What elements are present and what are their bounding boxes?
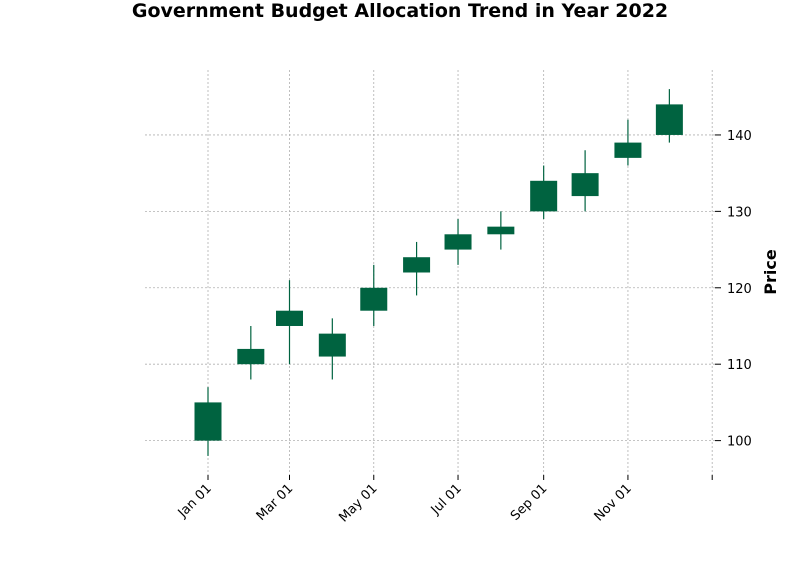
candle-body bbox=[530, 180, 558, 212]
candle bbox=[444, 219, 472, 265]
y-tick-label: 140 bbox=[727, 129, 752, 144]
candle bbox=[614, 119, 642, 166]
candle bbox=[237, 325, 265, 380]
y-tick-label: 120 bbox=[727, 282, 752, 297]
candle-body bbox=[655, 104, 683, 135]
candle bbox=[655, 89, 683, 143]
x-tick-label: May 01 bbox=[336, 481, 380, 525]
candle-body bbox=[403, 257, 431, 273]
candle-body bbox=[276, 310, 303, 326]
candle bbox=[571, 150, 599, 212]
candle bbox=[360, 264, 388, 326]
candle bbox=[403, 241, 431, 296]
candle bbox=[318, 318, 346, 380]
x-tick-label: Sep 01 bbox=[508, 481, 551, 524]
candle-body bbox=[487, 226, 515, 235]
candle-body bbox=[571, 173, 599, 197]
candle-body bbox=[444, 234, 472, 250]
x-tick-label: Jul 01 bbox=[428, 481, 465, 518]
candle-body bbox=[318, 333, 346, 357]
candle-body bbox=[237, 348, 265, 365]
candle bbox=[530, 165, 558, 220]
axes: Jan 01 Mar 01 May 01 Jul 01 Sep 01 Nov 01 100 1… bbox=[175, 129, 752, 526]
candle-body bbox=[614, 142, 642, 158]
x-tick-label: Mar 01 bbox=[254, 481, 297, 524]
y-tick-label: 130 bbox=[727, 205, 752, 220]
x-tick-label: Nov 01 bbox=[592, 481, 635, 524]
y-tick-label: 100 bbox=[727, 435, 752, 450]
y-tick-label: 110 bbox=[727, 358, 752, 373]
candle-body bbox=[194, 402, 222, 441]
candles bbox=[194, 89, 683, 456]
y-axis-label: Price bbox=[761, 249, 780, 295]
candle bbox=[276, 280, 303, 365]
candle-body bbox=[360, 287, 388, 311]
x-tick-label: Jan 01 bbox=[175, 481, 215, 521]
candle bbox=[487, 211, 515, 250]
candle bbox=[194, 387, 222, 456]
chart-title: Government Budget Allocation Trend in Ye… bbox=[131, 0, 669, 22]
